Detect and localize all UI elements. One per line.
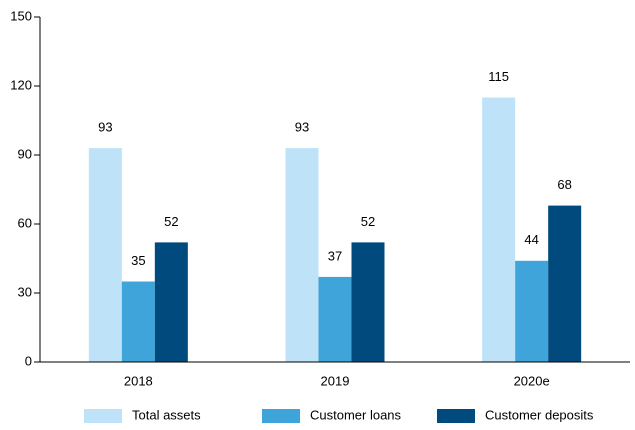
x-tick-label: 2020e [514,373,550,388]
bar [154,242,188,362]
legend-label: Total assets [132,407,201,422]
value-label: 115 [488,69,509,84]
value-label: 68 [557,177,571,192]
x-tick-label: 2018 [124,373,153,388]
value-label: 37 [328,248,342,263]
value-label: 93 [98,120,112,135]
legend-swatch [84,409,122,423]
value-label: 93 [295,120,309,135]
y-tick-label: 0 [25,353,32,368]
y-tick-label: 120 [10,77,32,92]
y-tick-label: 30 [18,284,32,299]
bar [482,97,516,362]
x-tick-label: 2019 [321,373,350,388]
bar [285,148,319,362]
value-label: 52 [164,214,178,229]
y-tick-label: 60 [18,215,32,230]
value-label: 35 [131,253,145,268]
y-tick-label: 150 [10,8,32,23]
bar [548,205,582,362]
legend-swatch [262,409,300,423]
bar [351,242,385,362]
value-label: 44 [524,232,538,247]
value-label: 52 [361,214,375,229]
bar [318,276,352,362]
legend-label: Customer loans [310,407,402,422]
y-tick-label: 90 [18,146,32,161]
bar [121,281,155,362]
legend-label: Customer deposits [485,407,594,422]
bar [88,148,122,362]
legend-swatch [437,409,475,423]
bar [515,260,549,362]
